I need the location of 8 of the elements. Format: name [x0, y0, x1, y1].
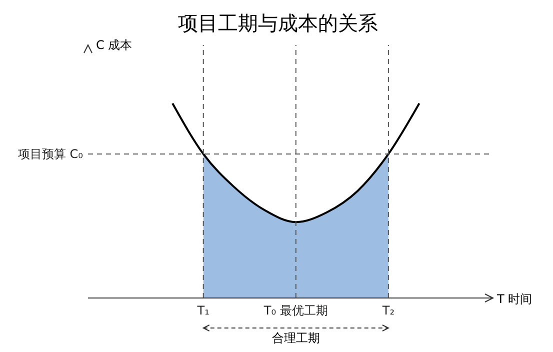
x-tick-label: T₁: [196, 304, 210, 318]
ref-line-label: 项目预算 C₀: [18, 147, 84, 162]
text: T 时间: [497, 291, 532, 308]
y-axis-title: C 成本: [96, 37, 132, 54]
x-tick-label: T₂: [381, 304, 395, 318]
text: 合理工期: [236, 330, 356, 347]
x-tick-label: T₀ 最优工期: [262, 304, 328, 318]
chart-title: 项目工期与成本的关系: [177, 10, 379, 37]
